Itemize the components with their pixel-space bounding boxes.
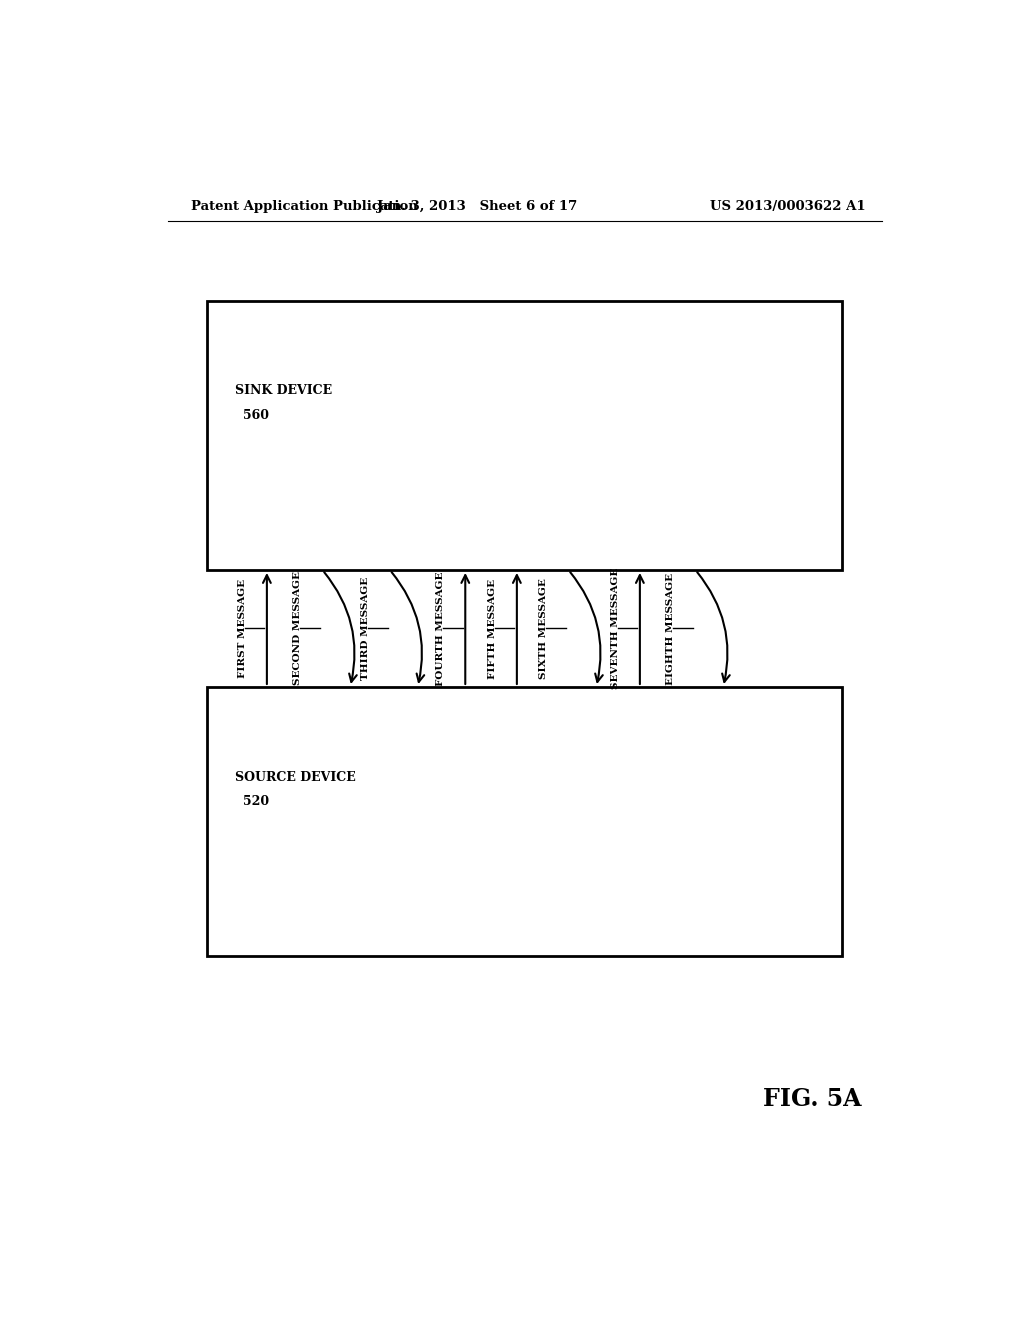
Text: FIRST MESSAGE: FIRST MESSAGE [238, 579, 247, 678]
Text: FIFTH MESSAGE: FIFTH MESSAGE [487, 578, 497, 678]
Text: EIGHTH MESSAGE: EIGHTH MESSAGE [667, 573, 675, 685]
Text: SECOND MESSAGE: SECOND MESSAGE [293, 572, 302, 685]
FancyArrowPatch shape [391, 572, 424, 682]
Text: 560: 560 [243, 409, 269, 422]
Text: SEVENTH MESSAGE: SEVENTH MESSAGE [610, 568, 620, 689]
Text: Patent Application Publication: Patent Application Publication [191, 199, 418, 213]
Text: 520: 520 [243, 795, 269, 808]
FancyArrowPatch shape [697, 572, 730, 682]
Text: THIRD MESSAGE: THIRD MESSAGE [360, 577, 370, 680]
Text: Jan. 3, 2013   Sheet 6 of 17: Jan. 3, 2013 Sheet 6 of 17 [377, 199, 578, 213]
Bar [207, 686, 843, 956]
Text: SIXTH MESSAGE: SIXTH MESSAGE [540, 578, 548, 678]
Text: SINK DEVICE: SINK DEVICE [236, 384, 332, 397]
Text: SOURCE DEVICE: SOURCE DEVICE [236, 771, 356, 784]
Text: FOURTH MESSAGE: FOURTH MESSAGE [436, 572, 445, 685]
FancyArrowPatch shape [570, 572, 603, 682]
FancyArrowPatch shape [325, 572, 356, 682]
Text: US 2013/0003622 A1: US 2013/0003622 A1 [711, 199, 866, 213]
Text: FIG. 5A: FIG. 5A [763, 1086, 861, 1110]
Bar [207, 301, 843, 570]
